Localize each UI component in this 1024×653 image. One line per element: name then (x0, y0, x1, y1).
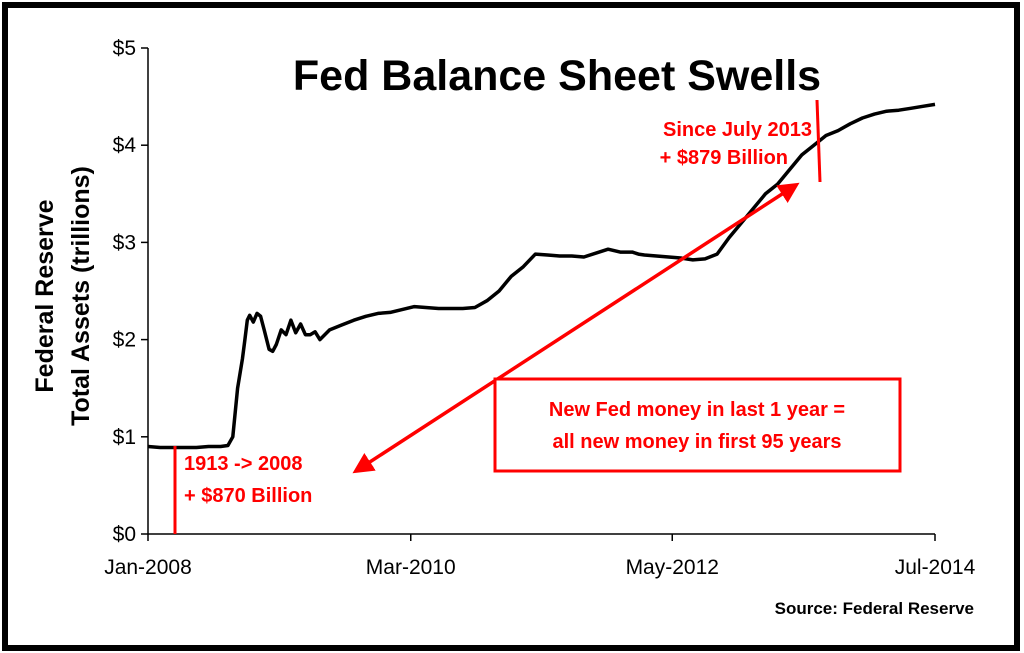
tick-labels: $0 $1 $2 $3 $4 $5 Jan-2008 Mar-2010 May-2012 Jul-… (104, 37, 975, 579)
annotation-since-2013-line2: + $879 Billion (660, 147, 788, 169)
x-tick-label: Jan-2008 (104, 556, 192, 579)
annotation-box (493, 377, 902, 473)
x-tick-label: May-2012 (626, 556, 719, 579)
y-axis-label-line2: Total Assets (trillions) (67, 166, 95, 426)
y-tick-label: $0 (113, 523, 136, 546)
annotation-1913-line1: 1913 -> 2008 (184, 453, 302, 475)
chart-svg: Fed Balance Sheet Swells Federal Reserve… (31, 37, 976, 618)
source-label: Source: Federal Reserve (775, 599, 974, 618)
x-tick-label: Jul-2014 (895, 556, 976, 579)
y-tick-label: $1 (113, 426, 136, 449)
marker-line-2013 (815, 99, 822, 183)
axes (141, 47, 936, 541)
chart-title: Fed Balance Sheet Swells (293, 52, 821, 100)
annotation-1913-line2: + $870 Billion (184, 485, 312, 507)
y-tick-label: $2 (113, 329, 136, 352)
y-tick-label: $4 (113, 134, 137, 157)
annotation-box-line1: New Fed money in last 1 year = (549, 399, 845, 421)
y-tick-label: $5 (113, 37, 136, 60)
annotation-box-line2: all new money in first 95 years (552, 431, 841, 453)
x-tick-label: Mar-2010 (366, 556, 456, 579)
y-axis-label-line1: Federal Reserve (31, 199, 59, 392)
y-tick-label: $3 (113, 231, 136, 254)
annotation-since-2013-line1: Since July 2013 (663, 119, 812, 141)
comparison-arrow (352, 182, 800, 474)
